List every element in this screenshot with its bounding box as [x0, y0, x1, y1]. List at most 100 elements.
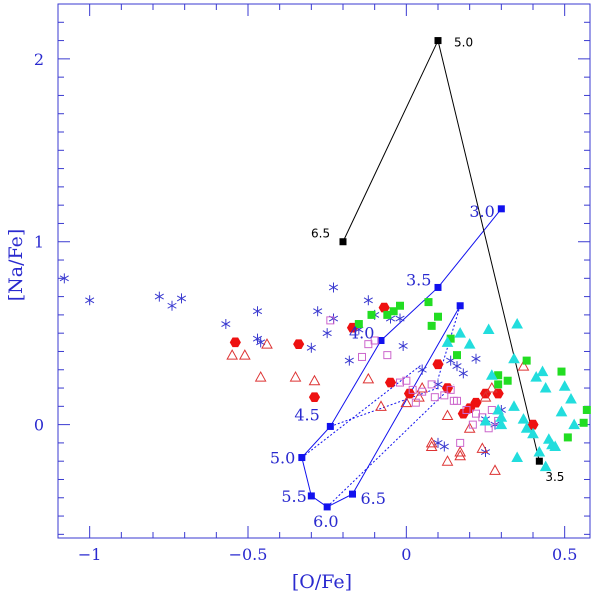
triangle-marker	[489, 464, 501, 475]
square-marker	[408, 385, 417, 394]
star-marker	[439, 441, 449, 452]
hexagon-marker	[378, 302, 390, 313]
y-tick-label: 0	[34, 416, 44, 435]
triangle-marker	[261, 338, 273, 349]
triangle-marker	[454, 449, 467, 461]
ticks	[57, 3, 590, 538]
square-marker	[358, 352, 366, 361]
triangle-marker	[539, 460, 552, 472]
square-marker	[427, 321, 436, 330]
triangle-marker	[454, 327, 467, 338]
square-marker	[427, 380, 436, 389]
triangle-marker	[226, 349, 239, 360]
blue-track-label: 3.5	[406, 270, 431, 289]
square-marker	[383, 351, 392, 360]
triangle-marker	[479, 414, 492, 426]
y-axis-title: [Na/Fe]	[5, 229, 27, 302]
triangle-marker	[533, 446, 546, 457]
triangle-marker	[463, 338, 476, 349]
star-marker	[167, 300, 177, 311]
triangle-marker	[527, 427, 539, 439]
triangle-marker	[308, 374, 321, 386]
square-marker	[468, 420, 477, 429]
square-marker	[402, 376, 411, 385]
hexagon-marker	[492, 388, 504, 399]
square-marker	[494, 380, 503, 389]
blue-track-point	[307, 492, 315, 500]
hexagon-marker	[384, 377, 397, 388]
triangle-marker	[485, 369, 498, 380]
triangle-marker	[375, 400, 387, 411]
triangle-marker	[558, 380, 571, 391]
star-marker	[154, 291, 164, 302]
y-tick-label: 2	[34, 50, 44, 69]
triangle-marker	[508, 400, 520, 411]
hexagon-marker	[229, 337, 241, 348]
blue-dotted-line	[326, 384, 455, 508]
star-marker	[176, 293, 187, 304]
triangle-marker	[441, 455, 454, 466]
star-marker	[344, 355, 354, 366]
triangle-marker	[400, 396, 413, 408]
x-tick-label: 0	[401, 545, 411, 564]
hexagon-marker	[432, 359, 444, 370]
star-marker	[417, 364, 427, 375]
star-marker	[313, 306, 323, 317]
square-marker	[462, 405, 471, 414]
star-marker	[256, 337, 266, 348]
star-marker	[452, 361, 462, 372]
track-labels: 3.0 3.5 4.0 4.5 5.0 5.5 6.0 6.5 6.5 5.0 3.5	[270, 36, 565, 531]
star-marker	[395, 313, 405, 324]
star-marker	[328, 282, 339, 293]
star-marker	[252, 306, 263, 317]
square-marker	[326, 316, 335, 325]
black-track-point	[535, 457, 543, 465]
square-marker	[370, 336, 379, 345]
triangle-marker	[416, 382, 429, 393]
square-marker	[453, 351, 461, 360]
black-track-label: 5.0	[454, 36, 473, 50]
x-tick-label: 0.5	[552, 545, 577, 564]
star-marker	[306, 342, 316, 353]
triangle-marker	[425, 436, 438, 448]
hexagon-marker	[308, 392, 321, 403]
square-marker	[367, 310, 376, 319]
square-marker	[557, 367, 566, 376]
triangle-marker	[555, 405, 568, 417]
triangle-marker	[425, 440, 438, 452]
triangle-marker	[441, 409, 454, 420]
triangle-marker	[238, 349, 251, 360]
square-marker	[579, 418, 588, 427]
blue-track-point	[497, 205, 505, 213]
triangle-marker	[508, 352, 520, 364]
blue-track-label: 5.5	[281, 487, 306, 506]
square-marker	[582, 405, 591, 414]
square-marker	[434, 312, 442, 321]
blue-track-label: 4.5	[294, 405, 319, 424]
square-marker	[563, 433, 572, 442]
blue-track-point	[349, 490, 356, 498]
triangle-marker	[517, 360, 530, 371]
triangle-marker	[549, 440, 562, 452]
star-marker	[85, 295, 95, 306]
square-marker	[430, 393, 439, 402]
triangle-marker	[362, 372, 375, 384]
triangle-marker	[511, 318, 524, 329]
black-track-point	[434, 37, 442, 45]
hexagon-marker	[527, 419, 539, 430]
blue-track-label: 5.0	[270, 449, 295, 468]
square-marker	[522, 356, 531, 365]
square-marker	[453, 396, 461, 405]
triangle-marker	[492, 403, 505, 415]
triangle-marker	[511, 451, 524, 463]
blue-dotted-line	[437, 305, 461, 380]
blue-track-label: 6.5	[361, 489, 386, 508]
blue-track-point	[434, 283, 442, 291]
triangle-marker	[479, 391, 492, 402]
plot-frame	[57, 3, 591, 539]
y-tick-label: 1	[34, 233, 44, 252]
triangle-marker	[476, 442, 489, 453]
blue-track-point	[323, 503, 331, 511]
black-track-point	[339, 238, 347, 246]
